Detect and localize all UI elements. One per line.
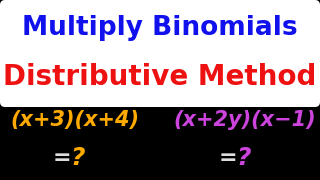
Text: =: = <box>53 148 71 168</box>
Text: ?: ? <box>71 146 85 170</box>
Text: =: = <box>219 148 237 168</box>
FancyBboxPatch shape <box>0 47 320 107</box>
Text: (x+3)(x+4): (x+3)(x+4) <box>11 110 140 130</box>
Text: (x+2y)(x−1): (x+2y)(x−1) <box>174 110 316 130</box>
Text: Distributive Method: Distributive Method <box>3 63 317 91</box>
Text: Multiply Binomials: Multiply Binomials <box>22 15 298 41</box>
FancyBboxPatch shape <box>0 0 320 60</box>
Text: ?: ? <box>237 146 251 170</box>
